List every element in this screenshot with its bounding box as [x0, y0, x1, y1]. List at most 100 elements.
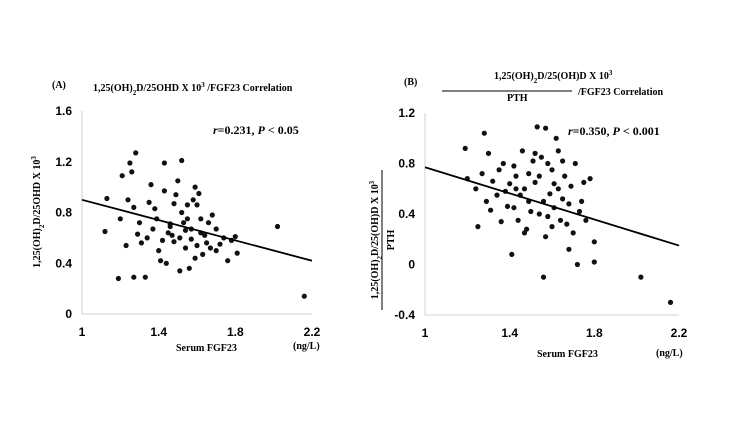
data-point [232, 234, 238, 240]
data-point [188, 236, 194, 242]
y-tick-label: 0.8 [55, 206, 72, 220]
data-point [570, 230, 576, 236]
data-point [519, 148, 526, 154]
data-point [532, 179, 538, 185]
data-point [513, 186, 519, 192]
data-point [534, 124, 540, 130]
data-point [591, 259, 597, 265]
title-tail: /FGF23 Correlation [577, 87, 664, 98]
data-point [175, 178, 181, 184]
data-point [566, 246, 572, 252]
data-point [530, 158, 536, 164]
data-point [184, 216, 190, 222]
data-point [511, 163, 517, 169]
x-tick-label: 1.4 [150, 325, 167, 339]
data-point [521, 186, 528, 192]
data-point [485, 150, 492, 156]
data-point [179, 209, 185, 216]
data-point [574, 261, 581, 268]
y-axis-label: 1,25(OH)2D/25(OH)D X 103 [368, 180, 384, 299]
data-point [198, 216, 204, 222]
title-denominator: PTH [507, 93, 528, 104]
data-point [498, 219, 504, 225]
data-point [549, 167, 555, 173]
data-point [177, 268, 183, 274]
data-point [202, 232, 208, 238]
data-point [165, 230, 171, 236]
data-point [133, 150, 139, 156]
data-point [131, 274, 137, 280]
data-point [209, 212, 215, 218]
data-point [483, 198, 489, 204]
data-point [496, 167, 502, 173]
data-point [583, 217, 589, 223]
data-point [479, 171, 485, 177]
data-point [144, 235, 150, 241]
data-point [171, 201, 177, 207]
y-label-denominator: PTH [386, 230, 397, 251]
data-point [540, 274, 547, 280]
data-point [504, 203, 511, 209]
data-point [551, 181, 557, 187]
data-point [194, 242, 200, 249]
data-point [102, 228, 108, 235]
data-point [104, 195, 110, 202]
data-point [507, 181, 513, 187]
data-point [566, 201, 572, 207]
data-point [142, 274, 148, 280]
data-point [301, 293, 307, 299]
data-point [169, 232, 175, 238]
data-point [560, 196, 566, 202]
data-point [234, 250, 240, 256]
data-point [515, 217, 521, 223]
y-tick-label: 0 [408, 258, 415, 272]
trend-line [424, 166, 680, 247]
x-tick-label: 1 [422, 326, 429, 340]
data-point [555, 186, 561, 192]
correlation-annotation: r=0.231, P < 0.05 [213, 123, 299, 137]
data-point [200, 251, 206, 257]
x-axis-unit: (ng/L) [656, 348, 683, 359]
trend-line [81, 198, 313, 262]
data-point [553, 135, 559, 141]
data-point [138, 240, 144, 246]
data-point [225, 258, 231, 264]
data-point [194, 202, 200, 208]
data-point [538, 154, 545, 160]
data-point [494, 192, 500, 198]
x-tick-label: 1.4 [501, 326, 518, 340]
data-point [560, 158, 566, 164]
data-point [481, 130, 487, 136]
data-point [171, 239, 177, 245]
data-point [181, 220, 187, 226]
data-point [173, 192, 179, 198]
data-point [549, 224, 555, 230]
data-point [213, 248, 219, 254]
data-point [536, 211, 542, 217]
x-axis-label: Serum FGF23 [537, 349, 598, 360]
data-point [557, 217, 564, 223]
data-point [192, 255, 198, 261]
data-point [119, 173, 125, 179]
data-point [177, 235, 183, 241]
x-axis-unit: (ng/L) [293, 341, 320, 352]
data-point [532, 150, 538, 156]
data-point [161, 188, 167, 194]
data-point [146, 199, 152, 205]
data-point [158, 258, 164, 264]
data-point [204, 240, 210, 246]
data-point [167, 223, 173, 230]
data-point [179, 157, 185, 164]
x-tick-label: 1.8 [586, 326, 603, 340]
data-point [186, 265, 192, 271]
data-point [150, 226, 156, 232]
data-point [490, 178, 496, 184]
data-point [543, 234, 549, 240]
data-point [207, 245, 213, 251]
data-point [127, 160, 133, 166]
data-point [667, 299, 674, 305]
data-point [521, 230, 528, 236]
data-point [123, 242, 129, 249]
